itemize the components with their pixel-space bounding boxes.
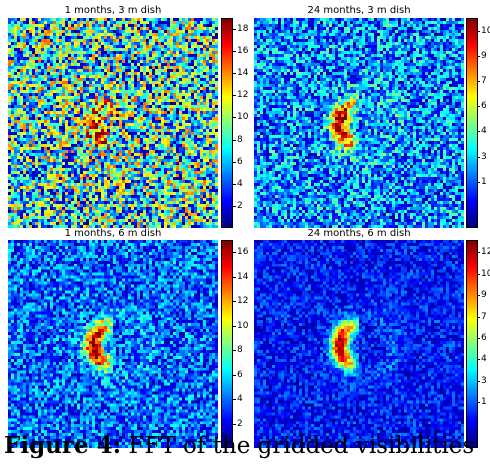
colorbar-ticks-24m-6m: 12 10 9 7 6 4 3 1 [476, 240, 490, 448]
colorbar-tick-label: 12 [232, 90, 249, 101]
colorbar-tick-label: 12 [476, 248, 490, 257]
colorbar-tick-label: 8 [233, 134, 243, 145]
colorbar-24m-6m [466, 240, 478, 448]
figure-caption: Figure 4: FFT of the gridded visibilitie… [4, 432, 490, 466]
colorbar-tick-label: 6 [477, 333, 487, 344]
colorbar-tick-label: 4 [233, 178, 243, 189]
colorbar-tick-label: 4 [233, 394, 243, 405]
colorbar-tick-label: 3 [477, 375, 487, 386]
figure-caption-text: FFT of the gridded visibilities [128, 433, 475, 459]
colorbar-tick-label: 10 [232, 320, 249, 331]
colorbar-ticks-1m-3m: 18 16 14 12 10 8 6 4 2 [232, 18, 261, 228]
colorbar-ticks-1m-6m: 16 14 12 10 8 6 4 2 [232, 240, 261, 448]
colorbar-tick-label: 2 [233, 418, 243, 429]
colorbar-tick-label: 7 [477, 76, 487, 86]
colorbar-ticks-24m-3m: 10 9 7 6 4 3 1 [476, 18, 490, 228]
colorbar-tick-label: 6 [233, 156, 243, 167]
heatmap-1m-3m [8, 18, 218, 228]
colorbar-tick-label: 14 [232, 68, 249, 79]
colorbar-tick-label: 10 [476, 26, 490, 36]
colorbar-tick-label: 8 [233, 345, 243, 356]
colorbar-tick-label: 14 [232, 271, 249, 282]
colorbar-tick-label: 10 [476, 269, 490, 279]
colorbar-tick-label: 9 [477, 290, 487, 301]
colorbar-tick-label: 7 [477, 311, 487, 322]
colorbar-24m-3m [466, 18, 478, 228]
colorbar-tick-label: 10 [232, 112, 249, 123]
figure-label: Figure 4: [4, 432, 122, 459]
colorbar-tick-label: 18 [232, 24, 249, 35]
colorbar-tick-label: 6 [233, 369, 243, 380]
panel-title-24m-3m: 24 months, 3 m dish [307, 5, 411, 16]
panel-title-1m-6m: 1 months, 6 m dish [64, 228, 162, 239]
colorbar-1m-3m [221, 18, 233, 228]
colorbar-1m-6m [221, 240, 233, 448]
colorbar-tick-label: 6 [477, 101, 487, 112]
colorbar-tick-label: 3 [477, 151, 487, 162]
colorbar-tick-label: 4 [477, 354, 487, 365]
colorbar-tick-label: 16 [232, 46, 249, 57]
heatmap-1m-6m [8, 240, 218, 448]
colorbar-tick-label: 9 [477, 50, 487, 61]
colorbar-tick-label: 12 [232, 296, 249, 307]
colorbar-tick-label: 1 [477, 176, 487, 187]
panel-title-24m-6m: 24 months, 6 m dish [307, 228, 411, 239]
panel-title-1m-3m: 1 months, 3 m dish [64, 5, 162, 16]
heatmap-24m-6m [254, 240, 464, 448]
colorbar-tick-label: 2 [233, 200, 243, 211]
colorbar-tick-label: 1 [477, 397, 487, 408]
colorbar-tick-label: 16 [232, 247, 249, 258]
colorbar-tick-label: 4 [477, 126, 487, 137]
heatmap-24m-3m [254, 18, 464, 228]
